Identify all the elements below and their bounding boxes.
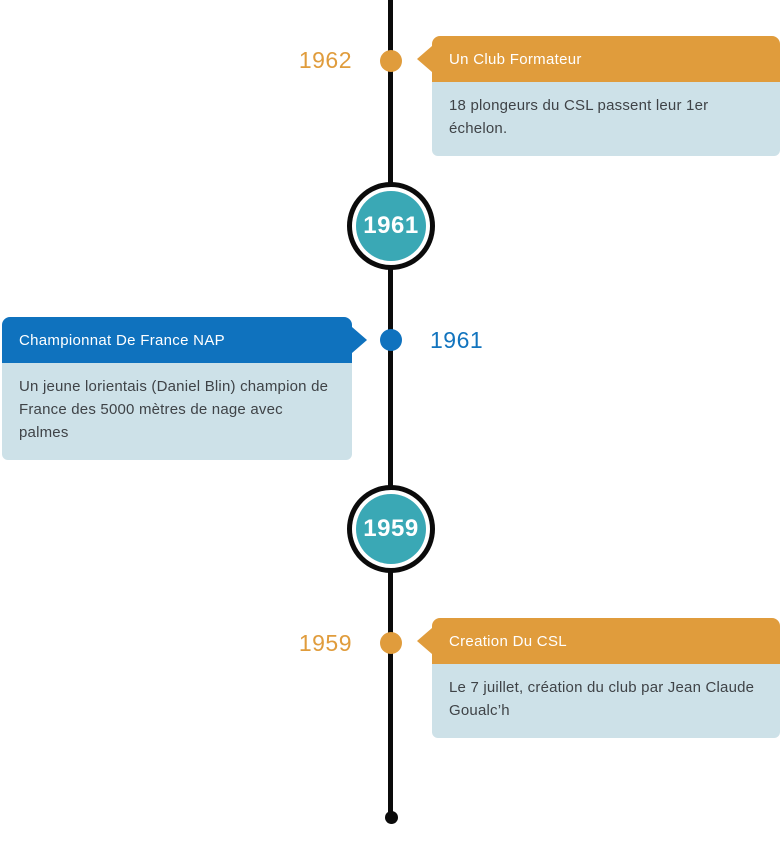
event-card-description: Un jeune lorientais (Daniel Blin) champi… (2, 363, 352, 460)
timeline-end-dot (385, 811, 398, 824)
event-card-header: Championnat De France NAP (2, 317, 367, 363)
milestone-circle: 1959 (347, 485, 435, 573)
milestone-year-label: 1961 (356, 191, 426, 261)
event-dot (380, 632, 402, 654)
event-dot (380, 50, 402, 72)
event-card: Un Club Formateur 18 plongeurs du CSL pa… (417, 36, 780, 156)
event-card-description: 18 plongeurs du CSL passent leur 1er éch… (432, 82, 780, 156)
card-pointer-left-icon (417, 46, 432, 72)
event-card: Creation Du CSL Le 7 juillet, création d… (417, 618, 780, 738)
event-card-header: Un Club Formateur (417, 36, 780, 82)
event-card-title: Creation Du CSL (449, 632, 567, 650)
card-pointer-left-icon (417, 628, 432, 654)
milestone-year-label: 1959 (356, 494, 426, 564)
event-card: Championnat De France NAP Un jeune lorie… (2, 317, 367, 460)
milestone-circle: 1961 (347, 182, 435, 270)
event-year-label: 1959 (298, 630, 352, 656)
event-card-header: Creation Du CSL (417, 618, 780, 664)
event-card-description: Le 7 juillet, création du club par Jean … (432, 664, 780, 738)
timeline-line (388, 0, 393, 818)
card-pointer-right-icon (352, 327, 367, 353)
event-year-label: 1962 (298, 47, 352, 73)
event-card-title: Championnat De France NAP (19, 331, 225, 349)
event-year-label: 1961 (430, 327, 484, 353)
event-card-title: Un Club Formateur (449, 50, 582, 68)
event-dot (380, 329, 402, 351)
